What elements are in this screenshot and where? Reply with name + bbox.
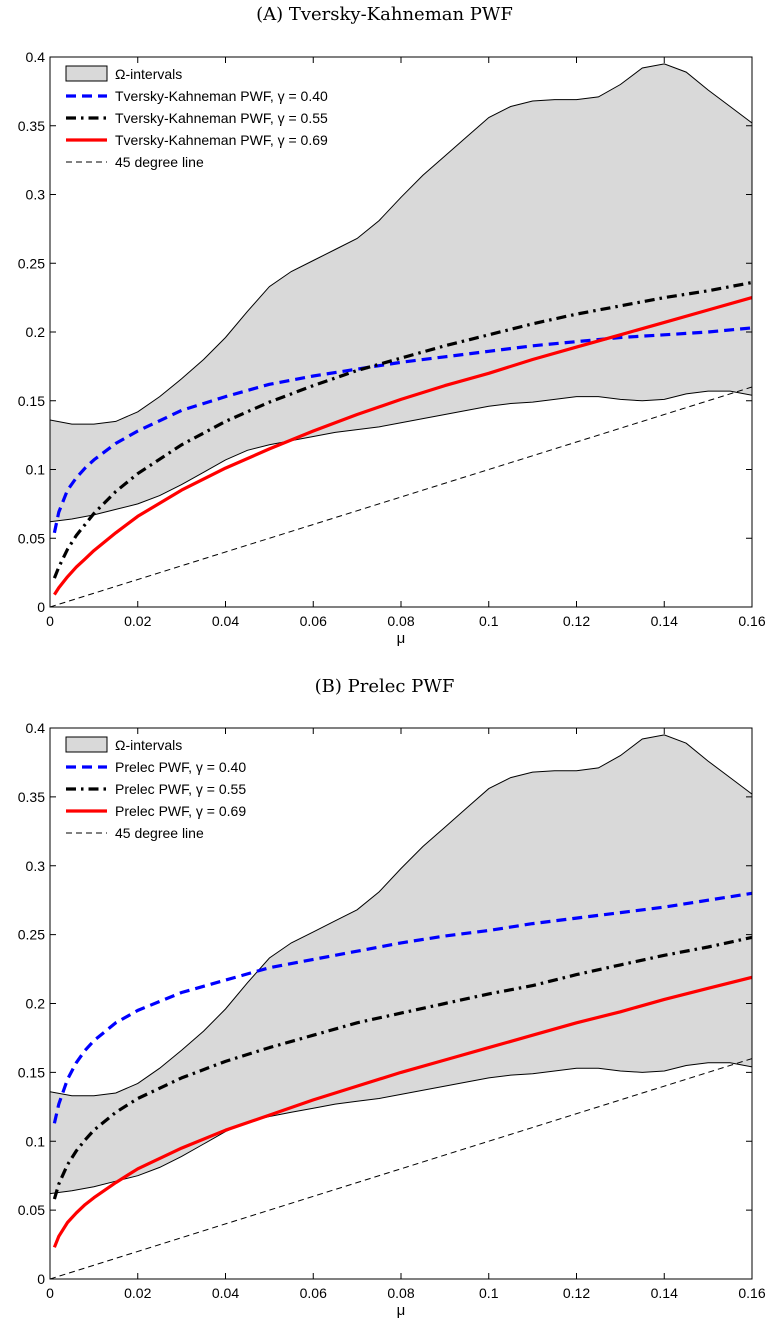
chart-plot-a: 0 0.02 0.04 0.06 0.08 0.1 0.12 0.14 0.16 0 0.05 0.1… (18, 49, 766, 647)
x-tick-label: 0.14 (651, 1285, 678, 1301)
x-tick-label: 0 (46, 1285, 54, 1301)
x-axis-label: μ (397, 630, 406, 647)
x-tick-label: 0.06 (300, 1285, 327, 1301)
chart-title: (B) Prelec PWF (314, 676, 455, 697)
y-tick-label: 0.2 (26, 996, 46, 1012)
plot-area (50, 63, 752, 607)
y-tick-label: 0.15 (18, 393, 45, 409)
y-tick-label: 0.4 (26, 49, 46, 65)
legend-label: Ω-intervals (115, 66, 182, 82)
legend-label: 45 degree line (115, 825, 204, 841)
y-tick-label: 0 (37, 599, 45, 615)
legend-label: Tversky-Kahneman PWF, γ = 0.69 (115, 132, 328, 148)
legend: Ω-intervals Prelec PWF, γ = 0.40 Prelec PW… (65, 736, 246, 841)
legend: Ω-intervals Tversky-Kahneman PWF, γ = 0.4… (65, 65, 328, 170)
x-tick-label: 0.08 (387, 1285, 414, 1301)
x-tick-label: 0.04 (212, 613, 239, 629)
series-line-1 (52, 280, 752, 579)
omega-interval-band (50, 63, 752, 523)
plot-area (50, 734, 752, 1279)
x-tick-label: 0.02 (124, 613, 151, 629)
legend-label: Prelec PWF, γ = 0.55 (115, 781, 246, 797)
y-tick-label: 0.1 (26, 462, 46, 478)
y-tick-label: 0.15 (18, 1064, 45, 1080)
legend-label: Tversky-Kahneman PWF, γ = 0.55 (115, 110, 328, 126)
x-tick-label: 0.04 (212, 1285, 239, 1301)
legend-label: Ω-intervals (115, 737, 182, 753)
legend-label: Prelec PWF, γ = 0.69 (115, 803, 246, 819)
legend-label: Tversky-Kahneman PWF, γ = 0.40 (115, 88, 328, 104)
y-tick-label: 0.3 (26, 187, 46, 203)
x-tick-label: 0.12 (563, 613, 590, 629)
y-tick-label: 0.05 (18, 530, 45, 546)
series-line-1 (52, 935, 752, 1200)
chart-plot-b: 0 0.02 0.04 0.06 0.08 0.1 0.12 0.14 0.16 0 0.05 0.1… (18, 720, 766, 1319)
y-tick-label: 0.05 (18, 1202, 45, 1218)
legend-label: Prelec PWF, γ = 0.40 (115, 759, 246, 775)
y-tick-label: 0.1 (26, 1133, 46, 1149)
chart-panel-a: (A) Tversky-Kahneman PWF 0 0.02 0.04 0.06 0.… (0, 0, 769, 660)
series-line-0 (52, 891, 752, 1124)
y-tick-label: 0.25 (18, 927, 45, 943)
x-tick-label: 0.1 (479, 613, 499, 629)
x-tick-label: 0.08 (387, 613, 414, 629)
x-tick-label: 0.1 (479, 1285, 499, 1301)
x-tick-label: 0.14 (651, 613, 678, 629)
x-tick-label: 0.12 (563, 1285, 590, 1301)
y-tick-label: 0.25 (18, 255, 45, 271)
series-line-3 (50, 1058, 752, 1279)
chart-panel-b: (B) Prelec PWF 0 0.02 0.04 0.06 0.08 0.1 0.12 0… (0, 672, 769, 1321)
x-tick-label: 0.06 (300, 613, 327, 629)
x-axis-label: μ (397, 1302, 406, 1319)
y-tick-label: 0.35 (18, 118, 45, 134)
x-tick-label: 0.16 (738, 613, 765, 629)
y-tick-label: 0 (37, 1271, 45, 1287)
series-line-3 (50, 386, 752, 607)
legend-label: 45 degree line (115, 154, 204, 170)
y-tick-label: 0.4 (26, 720, 46, 736)
y-tick-label: 0.35 (18, 789, 45, 805)
y-tick-label: 0.2 (26, 324, 46, 340)
legend-swatch-band (65, 736, 108, 753)
series-line-2 (52, 975, 752, 1248)
x-tick-label: 0.02 (124, 1285, 151, 1301)
series-line-2 (53, 296, 752, 596)
y-tick-label: 0.3 (26, 858, 46, 874)
chart-title: (A) Tversky-Kahneman PWF (256, 4, 513, 25)
legend-swatch-band (65, 65, 108, 82)
x-tick-label: 0 (46, 613, 54, 629)
x-tick-label: 0.16 (738, 1285, 765, 1301)
